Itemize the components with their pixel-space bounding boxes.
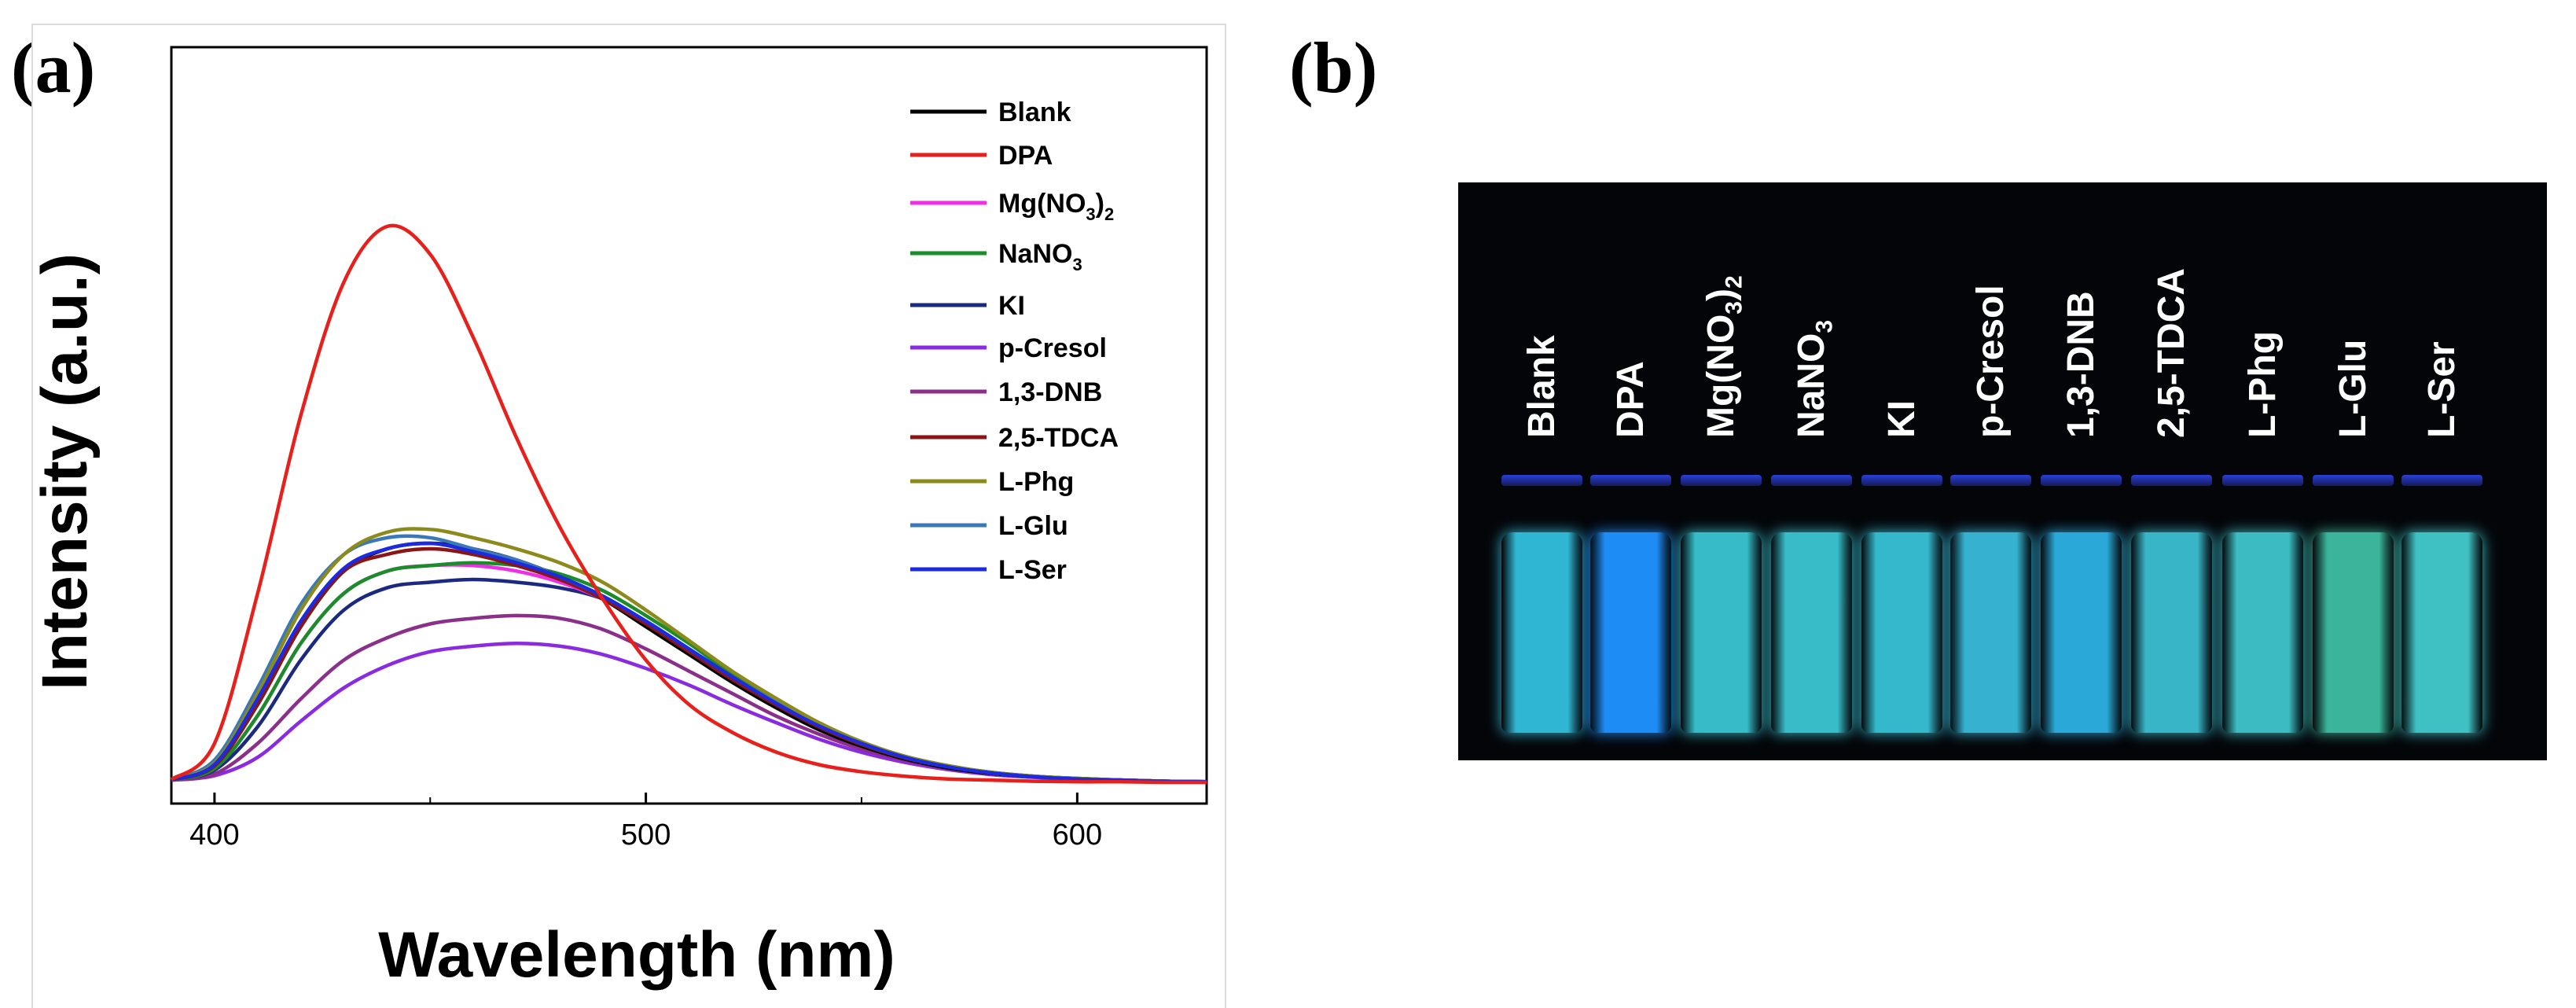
vial: L-Phg [2222, 182, 2303, 760]
vial-label: NaNO3 [1791, 319, 1838, 438]
vial-cap [1501, 475, 1582, 486]
vial-liquid [1501, 532, 1582, 733]
series-layer [170, 223, 1207, 785]
vial-liquid [1590, 532, 1671, 733]
vial-cap [1950, 475, 2031, 486]
vial-label: L-Phg [2242, 331, 2284, 438]
vial-cap [1771, 475, 1852, 486]
vial-liquid [2222, 532, 2303, 733]
legend-label: 2,5-TDCA [998, 423, 1119, 453]
vial-label: L-Ser [2421, 341, 2463, 438]
x-ticks: 400 500 600 [189, 793, 1102, 852]
panel-a-frame [31, 24, 1226, 1008]
emission-spectra-chart: 400 500 600 Blank DPA Mg(NO3)2 NaNO3 KI p-Creso… [29, 46, 1208, 991]
x-axis-title: Wavelength (nm) [378, 919, 895, 991]
y-axis-title: Intensity (a.u.) [29, 253, 101, 690]
legend-label: L-Phg [998, 467, 1074, 497]
vial-label: 1,3-DNB [2060, 291, 2102, 438]
legend-label: 1,3-DNB [998, 377, 1102, 407]
panel-b-label: (b) [1289, 28, 1378, 108]
vial-cap [1681, 475, 1762, 486]
vial-label: 2,5-TDCA [2151, 267, 2192, 438]
vial-cap [2401, 475, 2482, 486]
vials-photo: Blank DPA Mg(NO3)2 NaNO3 KI p-Cresol 1,3-DNB 2,… [1458, 182, 2547, 760]
legend: Blank DPA Mg(NO3)2 NaNO3 KI p-Cresol 1,3-DNB 2,… [910, 97, 1119, 585]
axes [170, 46, 1208, 805]
vial: NaNO3 [1771, 182, 1852, 760]
vial-label: L-Glu [2332, 339, 2374, 438]
series-line-l-ser [171, 541, 1207, 784]
vial-cap [2222, 475, 2303, 486]
vial-liquid [2401, 532, 2482, 733]
vial: L-Glu [2313, 182, 2394, 760]
vial-label: DPA [1610, 361, 1652, 438]
vial-liquid [1681, 532, 1762, 733]
vial-cap [2041, 475, 2122, 486]
vial: KI [1861, 182, 1942, 760]
legend-label: NaNO3 [998, 239, 1082, 274]
plot-frame [170, 46, 1208, 805]
legend-label: Blank [998, 97, 1071, 127]
vial-liquid [1950, 532, 2031, 733]
vial: DPA [1590, 182, 1671, 760]
vial: Mg(NO3)2 [1681, 182, 1762, 760]
legend-label: KI [998, 291, 1025, 321]
vial-liquid [1771, 532, 1852, 733]
vial-label: KI [1881, 400, 1923, 438]
x-tick-label: 600 [1053, 819, 1102, 852]
vial-cap [2313, 475, 2394, 486]
vial-liquid [2041, 532, 2122, 733]
legend-label: p-Cresol [998, 333, 1107, 363]
vial-label: Mg(NO3)2 [1700, 275, 1747, 438]
series-line-p-cresol [171, 642, 1207, 784]
legend-label: DPA [998, 141, 1053, 171]
legend-label: L-Glu [998, 511, 1068, 541]
vial: L-Ser [2401, 182, 2482, 760]
vial-label: p-Cresol [1970, 285, 2012, 438]
vial-liquid [2131, 532, 2212, 733]
vial-liquid [1861, 532, 1942, 733]
vial: 2,5-TDCA [2131, 182, 2212, 760]
x-tick-label: 400 [189, 819, 239, 852]
vial-cap [1590, 475, 1671, 486]
legend-label: L-Ser [998, 555, 1067, 585]
vial-liquid [2313, 532, 2394, 733]
vial-cap [1861, 475, 1942, 486]
panel-a-label: (a) [11, 28, 96, 108]
x-tick-label: 500 [621, 819, 671, 852]
legend-label: Mg(NO3)2 [998, 189, 1114, 224]
vial: Blank [1501, 182, 1582, 760]
vial-label: Blank [1521, 335, 1563, 438]
series-line-dpa [170, 223, 1207, 785]
vial-cap [2131, 475, 2212, 486]
vial: p-Cresol [1950, 182, 2031, 760]
vial: 1,3-DNB [2041, 182, 2122, 760]
